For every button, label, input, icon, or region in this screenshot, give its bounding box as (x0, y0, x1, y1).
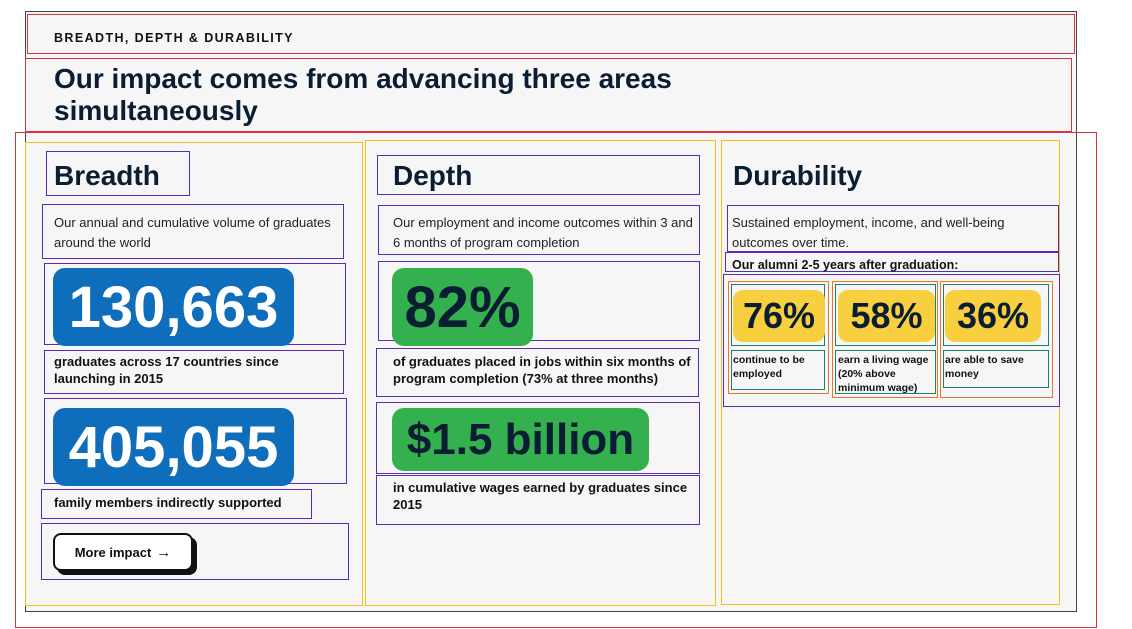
eyebrow: BREADTH, DEPTH & DURABILITY (54, 31, 294, 45)
durability-title: Durability (733, 160, 863, 191)
depth-stat2-outline (376, 402, 700, 474)
save-money-stat: 36% (945, 290, 1041, 342)
breadth-title: Breadth (54, 160, 160, 191)
graduates-stat: 130,663 (53, 268, 294, 346)
depth-title-outline (377, 155, 700, 195)
living-wage-caption: earn a living wage (20% above minimum wa… (838, 354, 929, 394)
depth-column (365, 140, 716, 606)
alumni-stat-3-outline (940, 281, 1053, 398)
content-outline (15, 132, 1097, 628)
wages-caption: in cumulative wages earned by graduates … (393, 480, 688, 512)
durability-description: Sustained employment, income, and well-b… (732, 215, 1005, 250)
page-title: Our impact comes from advancing three ar… (54, 63, 672, 126)
depth-stat1-outline (378, 261, 700, 341)
employed-stat: 76% (733, 290, 825, 342)
family-caption: family members indirectly supported (54, 495, 282, 510)
wages-stat: $1.5 billion (392, 408, 649, 471)
durability-stats-outline (723, 274, 1060, 407)
employed-caption: continue to be employed (733, 354, 805, 380)
save-money-caption: are able to save money (945, 354, 1024, 380)
placement-caption: of graduates placed in jobs within six m… (393, 354, 691, 386)
arrow-right-icon: → (156, 543, 172, 561)
alumni-stat-2-outline (832, 281, 938, 398)
header-eyebrow-outline (27, 14, 1075, 54)
alumni-stat-2-value-outline (835, 284, 936, 346)
durability-subheading-outline (725, 252, 1059, 272)
alumni-stat-1-caption-outline (731, 350, 825, 390)
button-outline (41, 523, 349, 580)
alumni-stat-3-caption-outline (943, 350, 1049, 388)
depth-caption1-outline (376, 348, 699, 397)
depth-caption2-outline (376, 475, 700, 525)
depth-title: Depth (393, 160, 473, 191)
breadth-caption2-outline (41, 489, 312, 519)
alumni-stat-3-value-outline (943, 284, 1049, 346)
breadth-caption1-outline (44, 350, 344, 394)
durability-desc-outline (727, 205, 1059, 252)
more-impact-button[interactable]: More impact → (53, 533, 193, 571)
family-stat: 405,055 (53, 408, 294, 486)
breadth-desc-outline (42, 204, 344, 259)
depth-description: Our employment and income outcomes withi… (393, 215, 693, 250)
alumni-stat-1-outline (728, 281, 829, 394)
depth-desc-outline (378, 205, 700, 255)
breadth-column (25, 142, 363, 606)
placement-stat: 82% (392, 268, 533, 346)
breadth-title-outline (46, 151, 190, 196)
durability-subheading: Our alumni 2-5 years after graduation: (732, 258, 959, 272)
breadth-description: Our annual and cumulative volume of grad… (54, 215, 331, 250)
more-impact-label: More impact (74, 544, 152, 560)
alumni-stat-2-caption-outline (835, 350, 936, 394)
living-wage-stat: 58% (838, 290, 935, 342)
graduates-caption: graduates across 17 countries since laun… (54, 354, 279, 386)
header-headline-outline (25, 58, 1072, 132)
